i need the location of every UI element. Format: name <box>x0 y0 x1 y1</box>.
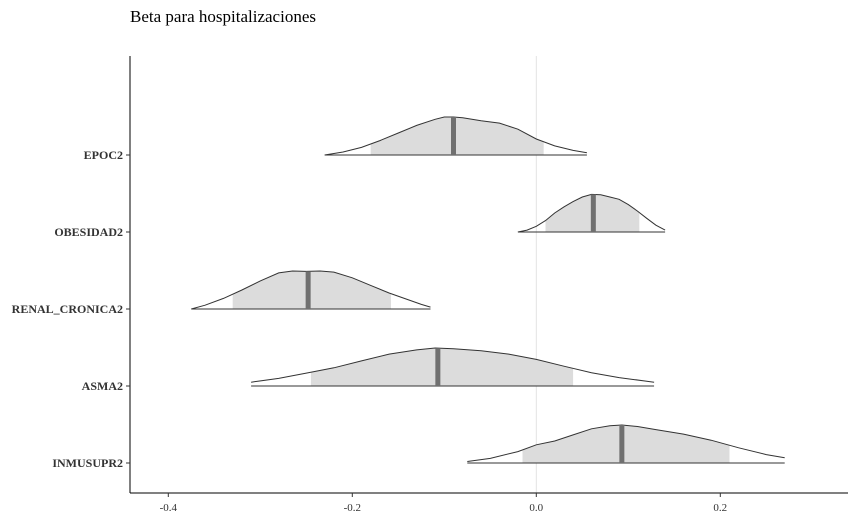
interval-area-inmusupr2 <box>522 425 730 463</box>
interval-area-epoc2 <box>370 117 544 155</box>
y-axis-ticks: EPOC2 OBESIDAD2 RENAL_CRONICA2 ASMA2 INMUSUP… <box>12 148 130 470</box>
x-tick-label: 0.0 <box>529 502 543 514</box>
ridge-obesidad2 <box>517 193 666 233</box>
x-axis-ticks: -0.4 -0.2 0.0 0.2 <box>160 493 727 514</box>
y-tick-label: RENAL_CRONICA2 <box>12 302 123 316</box>
x-tick-label: -0.2 <box>344 502 361 514</box>
ridge-epoc2 <box>324 116 587 156</box>
y-tick-label: OBESIDAD2 <box>54 225 123 239</box>
x-tick-label: -0.4 <box>160 502 178 514</box>
y-tick-label: EPOC2 <box>84 148 123 162</box>
ridge-renal-cronica2 <box>191 270 431 310</box>
interval-area-renal-cronica2 <box>232 271 391 309</box>
y-tick-label: INMUSUPR2 <box>52 456 123 470</box>
chart-title: Beta para hospitalizaciones <box>130 7 316 26</box>
density-ridges <box>191 116 785 464</box>
interval-area-asma2 <box>310 348 574 386</box>
density-curve-asma2 <box>251 347 655 383</box>
ridge-asma2 <box>251 347 655 387</box>
density-curve-inmusupr2 <box>467 424 785 462</box>
density-curve-obesidad2 <box>517 193 666 233</box>
y-tick-label: ASMA2 <box>82 379 123 393</box>
ridge-inmusupr2 <box>467 424 785 464</box>
x-tick-label: 0.2 <box>713 502 727 514</box>
density-curve-renal-cronica2 <box>191 270 431 310</box>
